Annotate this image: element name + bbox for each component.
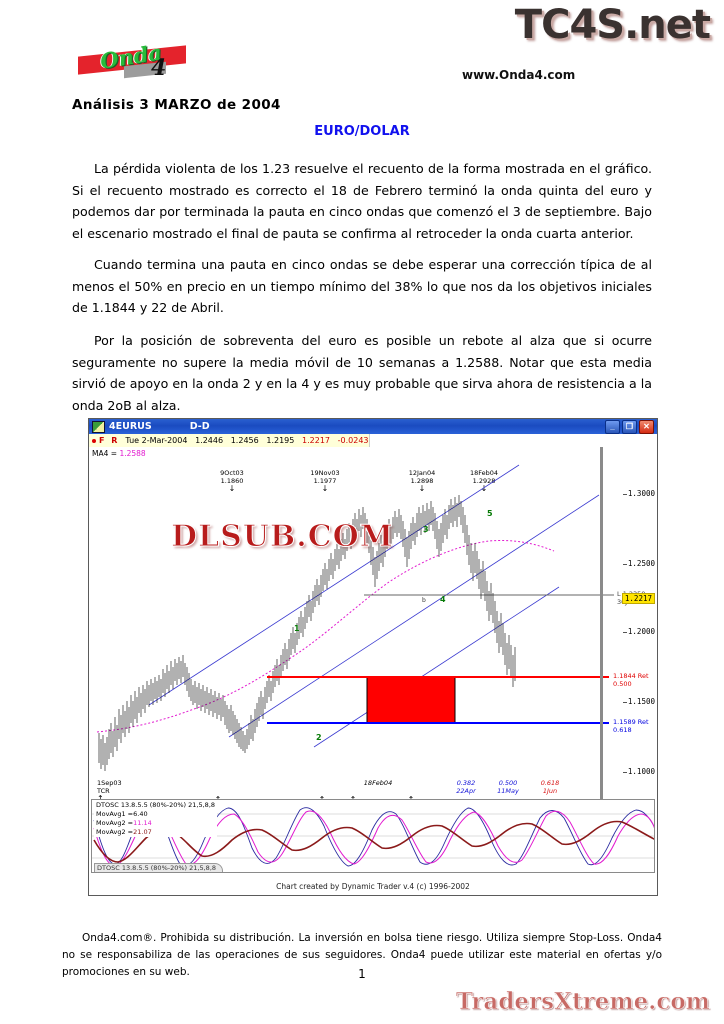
time-projection: 0.382 22Apr: [456, 779, 476, 795]
price-tick: 1.1500: [622, 697, 655, 706]
swing-high-label: 18Feb04 1.2928 ↓: [461, 469, 507, 493]
price-tick: 1.1000: [622, 767, 655, 776]
quote-change: -0.0243: [337, 436, 369, 445]
indicator-tab[interactable]: DTOSC 13.8.5.5 (80%-20%) 21,5,8,8: [94, 863, 224, 872]
quote-high: 1.2456: [230, 436, 259, 445]
quote-close: 1.2217: [302, 436, 330, 445]
down-arrow-icon: ↓: [228, 484, 236, 493]
databar-spacer: [368, 434, 657, 447]
last-price-tag: 1.2217: [621, 593, 655, 604]
onda4-logo: Onda 4: [78, 39, 188, 81]
ma-prefix: MA4 =: [92, 449, 120, 458]
quote-open: 1.2446: [195, 436, 224, 445]
indicator-legend: DTOSC 13.8.5.5 (80%-20%) 21,5,8,8 MovAvg…: [94, 801, 218, 837]
minimize-button[interactable]: _: [605, 419, 620, 434]
price-axis: [600, 447, 603, 837]
wave-label-2: 2: [316, 733, 322, 742]
close-button[interactable]: ✕: [639, 419, 654, 434]
moving-average-label: MA4 = 1.2588: [92, 449, 146, 458]
paragraph-2: Cuando termina una pauta en cinco ondas …: [72, 257, 652, 315]
paragraph-1: La pérdida violenta de los 1.23 resuelve…: [72, 161, 652, 241]
wave-label-3: 3: [423, 525, 429, 534]
indicator-title: DTOSC 13.8.5.5 (80%-20%) 21,5,8,8: [96, 801, 216, 809]
price-tick: 1.2500: [622, 559, 655, 568]
swing-high-label: 9Oct03 1.1860 ↓: [209, 469, 255, 493]
ma-value: 1.2588: [119, 449, 146, 458]
price-tick: 1.3000: [622, 489, 655, 498]
down-arrow-icon: ↓: [321, 484, 329, 493]
chart-window: 4EURUS D-D _ ❐ ✕ F R Tue 2-Mar-2004 1.24…: [88, 418, 658, 896]
wave-label-4: 4: [440, 595, 446, 604]
price-series-svg: [96, 464, 614, 771]
swing-high-label: 12Jan04 1.2898 ↓: [399, 469, 445, 493]
watermark: DLSUB.COM: [171, 519, 394, 555]
window-mode: D-D: [189, 421, 210, 432]
application-icon: [92, 420, 105, 433]
down-arrow-icon: ↓: [418, 484, 426, 493]
status-dot-icon: [92, 438, 96, 443]
chart-plot-area[interactable]: MA4 = 1.2588 9Oct03 1.1860 ↓ 19Nov03 1.1…: [89, 447, 657, 895]
maximize-button[interactable]: ❐: [622, 419, 637, 434]
tc4s-brand-logo: TC4S.net: [514, 2, 711, 48]
time-projection: 0.500 11May: [497, 779, 519, 795]
pattern-end-date: 18Feb04: [363, 779, 393, 787]
page-number: 1: [358, 967, 366, 981]
instrument-title: EURO/DOLAR: [314, 124, 410, 139]
indicator-value-1: MovAvg1 =6.40: [96, 810, 148, 818]
site-url: www.Onda4.com: [462, 68, 576, 82]
wave-label-1: 1: [294, 624, 300, 633]
disclaimer-text: Onda4.com®. Prohibida su distribución. L…: [62, 932, 662, 978]
window-controls: _ ❐ ✕: [605, 419, 657, 434]
swing-high-label: 19Nov03 1.1977 ↓: [301, 469, 349, 493]
retracement-label-500: 1.1844 Ret 0.500: [613, 672, 649, 688]
wave-label-b: b: [422, 597, 426, 604]
onda4-logo-number: 4: [151, 55, 167, 81]
quote-values: Tue 2-Mar-2004 1.2446 1.2456 1.2195 1.22…: [125, 436, 368, 445]
time-projection: 0.618 1Jun: [540, 779, 560, 795]
quote-low: 1.2195: [266, 436, 295, 445]
retracement-label-618: 1.1589 Ret 0.618: [613, 718, 649, 734]
page-title: Análisis 3 MARZO de 2004: [72, 97, 281, 113]
price-tick: 1.2000: [622, 627, 655, 636]
down-arrow-icon: ↓: [480, 484, 488, 493]
tradersxtreme-brand-logo: TradersXtreme.com: [455, 988, 711, 1016]
wave-label-5: 5: [487, 509, 493, 518]
indicator-value-3: MovAvg2 =21.07: [96, 828, 152, 836]
window-title: 4EURUS: [109, 421, 152, 432]
window-titlebar[interactable]: 4EURUS D-D _ ❐ ✕: [89, 419, 657, 434]
quote-databar: F R Tue 2-Mar-2004 1.2446 1.2456 1.2195 …: [89, 434, 657, 448]
indicator-panel[interactable]: DTOSC 13.8.5.5 (80%-20%) 21,5,8,8 MovAvg…: [91, 799, 655, 873]
up-arrow-icon: ↑: [97, 795, 137, 803]
chart-credit: Chart created by Dynamic Trader v.4 (c) …: [276, 882, 470, 891]
paragraph-3: Por la posición de sobreventa del euro e…: [72, 333, 652, 413]
quote-date: Tue 2-Mar-2004: [125, 436, 188, 445]
indicator-value-2: MovAvg2 =11.14: [96, 819, 152, 827]
flags-label: F R: [99, 436, 120, 445]
pattern-start-label: 1Sep03 TCR ↑: [97, 779, 137, 803]
